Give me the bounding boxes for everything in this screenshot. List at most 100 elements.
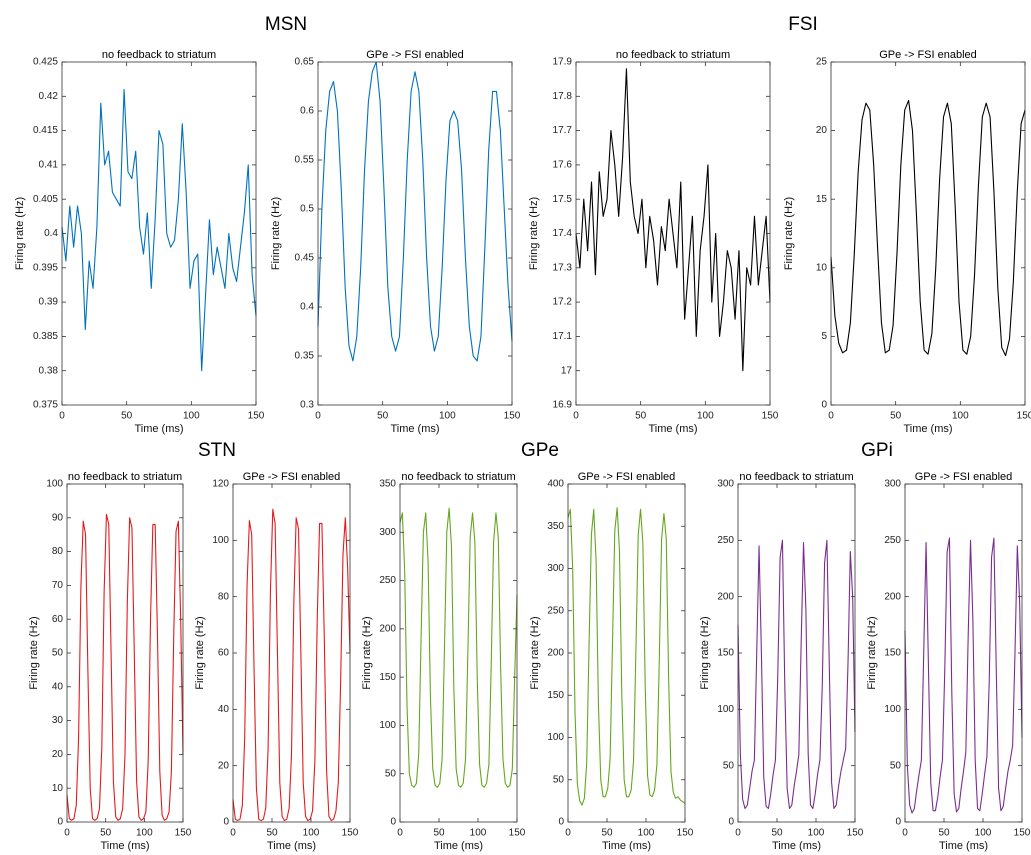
y-tick-label: 350 (547, 521, 564, 532)
x-tick-label: 100 (638, 828, 655, 839)
y-tick-label: 50 (890, 760, 902, 771)
x-tick-label: 50 (121, 411, 133, 422)
x-tick-label: 150 (1014, 828, 1031, 839)
axes-box (567, 483, 686, 823)
data-line (399, 507, 518, 788)
group-title: FSI (788, 14, 818, 35)
y-tick-label: 80 (218, 591, 230, 602)
y-tick-label: 0.5 (300, 204, 314, 215)
x-tick-label: 0 (573, 411, 579, 422)
x-axis-label: Time (ms) (100, 840, 149, 852)
y-tick-label: 400 (547, 479, 564, 490)
y-axis-label: Firing rate (Hz) (529, 616, 541, 689)
x-tick-label: 0 (735, 828, 741, 839)
y-axis-label: Firing rate (Hz) (866, 616, 878, 689)
y-tick-label: 0.41 (39, 160, 59, 171)
y-tick-label: 100 (212, 535, 229, 546)
y-tick-label: 200 (547, 648, 564, 659)
y-tick-label: 0 (728, 817, 734, 828)
y-tick-label: 30 (52, 715, 64, 726)
x-axis-label: Time (ms) (602, 840, 651, 852)
y-tick-label: 0.42 (39, 91, 59, 102)
y-tick-label: 17.7 (553, 125, 573, 136)
x-tick-label: 50 (890, 411, 902, 422)
x-tick-label: 0 (902, 828, 908, 839)
y-tick-label: 0.6 (300, 106, 314, 117)
y-tick-label: 80 (52, 546, 64, 557)
x-tick-label: 150 (248, 411, 265, 422)
y-tick-label: 120 (212, 479, 229, 490)
data-line (66, 513, 184, 821)
y-tick-label: 0.65 (295, 57, 315, 68)
chart-title: no feedback to striatum (401, 471, 515, 483)
y-tick-label: 0 (223, 817, 229, 828)
x-tick-label: 150 (175, 828, 192, 839)
x-tick-label: 0 (64, 828, 70, 839)
y-tick-label: 0.3 (300, 400, 314, 411)
x-tick-label: 100 (470, 828, 487, 839)
y-tick-label: 0.425 (33, 57, 58, 68)
y-tick-label: 17.9 (553, 57, 573, 68)
y-axis-label: Firing rate (Hz) (28, 616, 40, 689)
y-tick-label: 200 (717, 591, 734, 602)
y-tick-label: 250 (717, 535, 734, 546)
y-tick-label: 200 (884, 591, 901, 602)
chart-title: GPe -> FSI enabled (578, 471, 676, 483)
x-axis-label: Time (ms) (134, 423, 183, 435)
y-tick-label: 50 (385, 768, 397, 779)
y-tick-label: 150 (547, 690, 564, 701)
x-tick-label: 150 (509, 828, 526, 839)
y-tick-label: 50 (52, 648, 64, 659)
x-tick-label: 100 (183, 411, 200, 422)
y-tick-label: 17 (561, 365, 573, 376)
y-tick-label: 300 (547, 563, 564, 574)
data-line (317, 61, 513, 362)
chart-title: GPe -> FSI enabled (366, 49, 464, 61)
x-tick-label: 0 (59, 411, 65, 422)
y-tick-label: 60 (218, 648, 230, 659)
y-tick-label: 70 (52, 580, 64, 591)
y-tick-label: 16.9 (553, 400, 573, 411)
x-tick-label: 100 (975, 828, 992, 839)
group-title: GPi (861, 440, 893, 461)
y-tick-label: 0 (390, 817, 396, 828)
x-axis-label: Time (ms) (434, 840, 483, 852)
y-tick-label: 10 (816, 262, 828, 273)
x-tick-label: 50 (266, 828, 278, 839)
y-tick-label: 50 (723, 760, 735, 771)
axes-box (317, 61, 513, 406)
y-tick-label: 0.4 (300, 302, 314, 313)
x-tick-label: 50 (601, 828, 613, 839)
y-tick-label: 0.395 (33, 262, 58, 273)
group-title: GPe (521, 440, 559, 461)
y-tick-label: 40 (218, 704, 230, 715)
y-tick-label: 25 (816, 57, 828, 68)
y-tick-label: 90 (52, 512, 64, 523)
x-tick-label: 0 (315, 411, 321, 422)
y-tick-label: 100 (884, 704, 901, 715)
y-tick-label: 5 (821, 331, 827, 342)
x-tick-label: 50 (771, 828, 783, 839)
y-tick-label: 100 (46, 479, 63, 490)
y-tick-label: 17.2 (553, 297, 573, 308)
y-axis-label: Firing rate (Hz) (14, 197, 26, 270)
x-tick-label: 150 (762, 411, 779, 422)
y-tick-label: 0 (895, 817, 901, 828)
chart-title: GPe -> FSI enabled (243, 471, 341, 483)
x-axis-label: Time (ms) (648, 423, 697, 435)
axes-box (399, 483, 518, 823)
chart-title: GPe -> FSI enabled (915, 471, 1013, 483)
y-tick-label: 20 (218, 760, 230, 771)
group-title: STN (198, 440, 236, 461)
y-tick-label: 17.3 (553, 262, 573, 273)
axes-box (61, 61, 257, 406)
y-tick-label: 0.55 (295, 155, 315, 166)
y-tick-label: 150 (884, 648, 901, 659)
y-tick-label: 0 (558, 817, 564, 828)
y-tick-label: 100 (717, 704, 734, 715)
y-axis-label: Firing rate (Hz) (783, 197, 795, 270)
x-tick-label: 50 (433, 828, 445, 839)
x-tick-label: 0 (828, 411, 834, 422)
y-tick-label: 100 (379, 720, 396, 731)
